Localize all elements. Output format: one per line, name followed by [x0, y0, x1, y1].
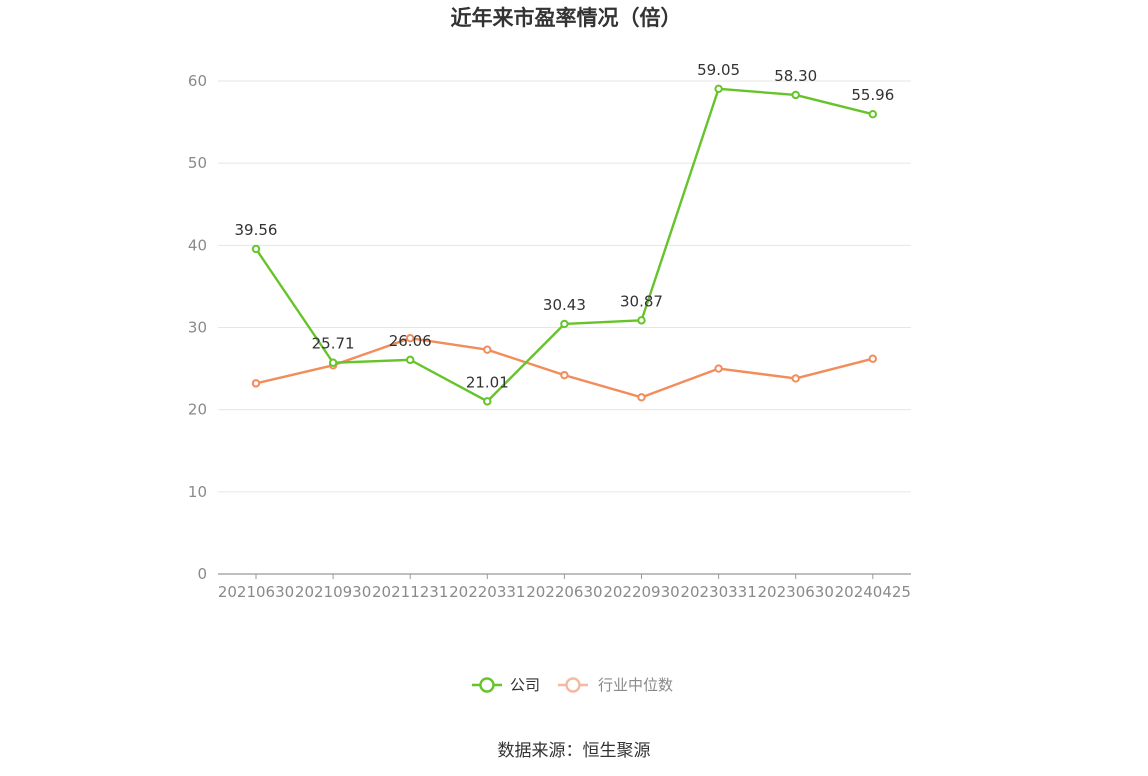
legend-marker: [479, 677, 495, 693]
y-tick-label: 50: [188, 154, 207, 172]
y-tick-label: 10: [188, 483, 207, 501]
data-point: [406, 355, 415, 365]
legend-item-1[interactable]: 行业中位数: [558, 676, 673, 694]
data-label: 25.71: [312, 335, 355, 353]
data-labels: 39.56 25.71 26.06 21.01 30.43 30.87 59.05 58.30…: [235, 61, 895, 392]
data-point: [560, 319, 569, 329]
x-tick-label: 20210930: [295, 583, 371, 601]
y-tick-label: 40: [188, 236, 207, 254]
data-point: [637, 316, 646, 325]
data-point: [791, 374, 800, 383]
data-source: 数据来源：恒生聚源: [498, 741, 651, 761]
x-tick-label: 20220930: [603, 583, 679, 601]
x-tick-label: 20230630: [758, 583, 834, 601]
chart-title: 近年来市盈率情况（倍）: [451, 6, 682, 30]
y-tick-label: 60: [188, 72, 207, 90]
data-label: 59.05: [697, 61, 740, 79]
x-tick-label: 20210630: [218, 583, 294, 601]
data-point: [406, 333, 415, 343]
data-point: [791, 90, 800, 100]
y-axis: 0 10 20 30 40 50 60: [188, 72, 207, 583]
x-axis: 20210630 20210930 20211231 20220331 20220630…: [218, 573, 911, 601]
data-label: 39.56: [235, 221, 278, 239]
grid-lines: [218, 80, 911, 493]
data-point: [637, 393, 646, 402]
legend-label: 公司: [510, 676, 540, 694]
data-point: [483, 397, 492, 406]
data-label: 30.87: [620, 292, 663, 310]
data-point: [251, 379, 261, 388]
legend[interactable]: 公司 行业中位数: [472, 676, 673, 694]
data-label: 26.06: [389, 332, 432, 350]
series-layer: [251, 84, 877, 406]
data-point: [483, 345, 492, 354]
x-tick-label: 20220630: [526, 583, 602, 601]
x-tick-label: 20240425: [835, 583, 911, 601]
data-point: [868, 354, 877, 363]
legend-item-0[interactable]: 公司: [472, 676, 540, 694]
y-tick-label: 20: [188, 401, 207, 419]
data-label: 30.43: [543, 296, 586, 314]
y-tick-label: 30: [188, 319, 207, 337]
legend-label: 行业中位数: [598, 676, 673, 694]
data-point: [714, 84, 723, 94]
data-point: [251, 244, 261, 254]
data-point: [560, 370, 569, 380]
data-point: [714, 364, 723, 373]
data-label: 58.30: [774, 67, 817, 85]
x-tick-label: 20211231: [372, 583, 448, 601]
data-label: 21.01: [466, 373, 509, 391]
x-tick-label: 20230331: [680, 583, 756, 601]
legend-marker: [565, 677, 581, 693]
data-label: 55.96: [851, 86, 894, 104]
data-point: [328, 358, 338, 367]
y-tick-label: 0: [197, 565, 207, 583]
data-point: [868, 109, 877, 119]
x-tick-label: 20220331: [449, 583, 525, 601]
